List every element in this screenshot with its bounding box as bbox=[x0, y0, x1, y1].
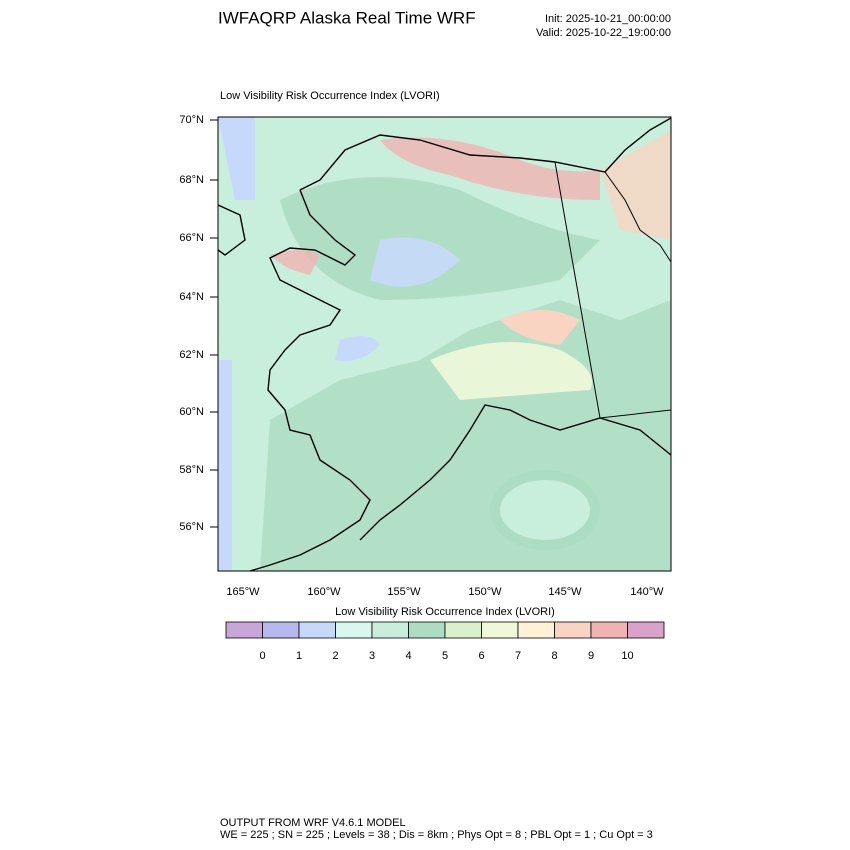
field-swirl bbox=[490, 470, 600, 550]
valid-time: Valid: 2025-10-22_19:00:00 bbox=[536, 27, 671, 39]
lat-label: 66°N bbox=[179, 232, 204, 244]
colorbar-label: 7 bbox=[515, 650, 521, 662]
colorbar: 0 1 2 3 4 5 6 7 8 9 10 bbox=[225, 621, 665, 662]
colorbar-box bbox=[335, 621, 373, 639]
colorbar-title: Low Visibility Risk Occurrence Index (LV… bbox=[335, 606, 555, 618]
lat-label: 56°N bbox=[179, 521, 204, 533]
lat-label: 68°N bbox=[179, 174, 204, 186]
coastline bbox=[299, 117, 671, 191]
lon-label: 165°W bbox=[226, 586, 260, 598]
border bbox=[554, 161, 671, 419]
field-region bbox=[280, 177, 600, 300]
lat-label: 70°N bbox=[179, 114, 204, 126]
lat-label: 62°N bbox=[179, 349, 204, 361]
field-region bbox=[380, 137, 600, 200]
colorbar-label: 5 bbox=[442, 650, 448, 662]
coastline bbox=[218, 204, 246, 256]
colorbar-box bbox=[481, 621, 519, 639]
colorbar-label: 2 bbox=[332, 650, 338, 662]
colorbar-label: 1 bbox=[296, 650, 302, 662]
lon-label: 150°W bbox=[468, 586, 502, 598]
colorbar-label: 6 bbox=[478, 650, 484, 662]
colorbar-label: 4 bbox=[405, 650, 411, 662]
field-region bbox=[370, 237, 460, 287]
lat-labels: 70°N 68°N 66°N 64°N 62°N 60°N 58°N 56°N bbox=[179, 114, 218, 533]
colorbar-box bbox=[590, 621, 628, 639]
field-region bbox=[430, 342, 592, 400]
colorbar-box bbox=[554, 621, 592, 639]
field-region bbox=[270, 250, 320, 275]
lon-label: 140°W bbox=[630, 586, 664, 598]
field-region bbox=[335, 336, 380, 361]
colorbar-box bbox=[517, 621, 555, 639]
colorbar-box bbox=[408, 621, 446, 639]
lon-label: 145°W bbox=[548, 586, 582, 598]
map-frame bbox=[217, 116, 672, 572]
map bbox=[217, 116, 672, 572]
colorbar-label: 3 bbox=[369, 650, 375, 662]
colorbar-label: 0 bbox=[259, 650, 265, 662]
colorbar-box bbox=[225, 621, 263, 639]
colorbar-box bbox=[627, 621, 665, 639]
lon-labels: 165°W 160°W 155°W 150°W 145°W 140°W bbox=[226, 586, 664, 598]
colorbar-box bbox=[262, 621, 300, 639]
colorbar-box bbox=[444, 621, 482, 639]
field-region bbox=[218, 117, 255, 200]
colorbar-label: 10 bbox=[621, 650, 633, 662]
lat-label: 60°N bbox=[179, 406, 204, 418]
title: IWFAQRP Alaska Real Time WRF bbox=[218, 8, 476, 27]
colorbar-box bbox=[298, 621, 336, 639]
coastline bbox=[249, 189, 371, 571]
field-region bbox=[500, 310, 580, 345]
lon-label: 155°W bbox=[387, 586, 421, 598]
colorbar-label: 9 bbox=[588, 650, 594, 662]
map-subtitle: Low Visibility Risk Occurrence Index (LV… bbox=[220, 90, 440, 102]
lat-label: 64°N bbox=[179, 291, 204, 303]
colorbar-label: 8 bbox=[551, 650, 557, 662]
footer-line: WE = 225 ; SN = 225 ; Levels = 38 ; Dis … bbox=[220, 829, 653, 841]
border bbox=[604, 171, 671, 263]
init-time: Init: 2025-10-21_00:00:00 bbox=[545, 13, 671, 25]
field-region bbox=[600, 130, 671, 240]
lat-label: 58°N bbox=[179, 464, 204, 476]
colorbar-box bbox=[371, 621, 409, 639]
footer-line: OUTPUT FROM WRF V4.6.1 MODEL bbox=[220, 817, 406, 829]
lon-label: 160°W bbox=[307, 586, 341, 598]
field-region bbox=[218, 360, 232, 571]
